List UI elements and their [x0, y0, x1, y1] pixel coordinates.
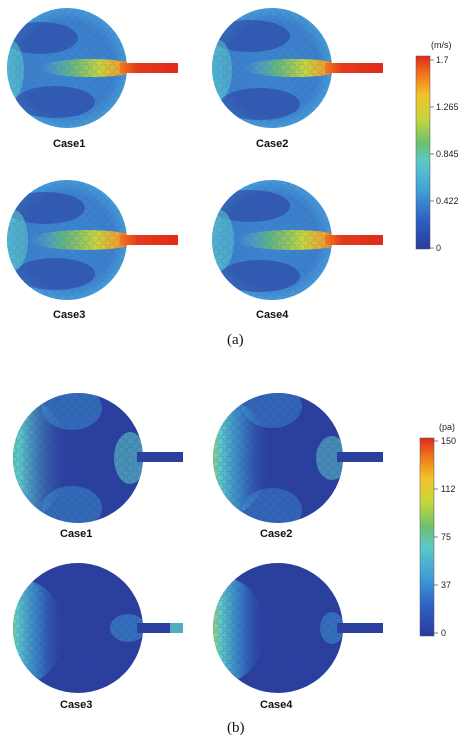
pressure-case4-label: Case4: [260, 699, 293, 711]
pressure-figure: Case1 Case2 Case3 Case4 (pa) 150 112 75 …: [13, 393, 456, 711]
velocity-tick-1.7: 1.7: [436, 55, 449, 65]
pressure-tick-150: 150: [441, 436, 456, 446]
panel-a-velocity: Case1 Case2 Case3 Case4 (m/s) 1.7 1.265 …: [0, 0, 469, 372]
panel-b-caption: (b): [227, 720, 245, 736]
velocity-case1-label: Case1: [53, 138, 85, 150]
velocity-case1-contour: [7, 8, 178, 128]
pressure-case1-label: Case1: [60, 528, 92, 540]
pressure-tick-75: 75: [441, 532, 451, 542]
velocity-case4-contour: [212, 180, 383, 300]
pressure-case1-contour: [13, 393, 183, 523]
velocity-case3-contour: [7, 180, 178, 300]
velocity-unit-label: (m/s): [431, 40, 452, 50]
velocity-case2-contour: [212, 8, 383, 128]
velocity-tick-0.422: 0.422: [436, 196, 459, 206]
pressure-unit-label: (pa): [439, 422, 455, 432]
velocity-case4-label: Case4: [256, 309, 289, 321]
pressure-tick-37: 37: [441, 580, 451, 590]
velocity-figure: Case1 Case2 Case3 Case4 (m/s) 1.7 1.265 …: [7, 8, 459, 321]
velocity-tick-1.265: 1.265: [436, 102, 459, 112]
pressure-case2-label: Case2: [260, 528, 292, 540]
velocity-tick-0: 0: [436, 243, 441, 253]
pressure-tick-0: 0: [441, 628, 446, 638]
panel-b-pressure: Case1 Case2 Case3 Case4 (pa) 150 112 75 …: [0, 374, 469, 748]
panel-a-caption: (a): [227, 332, 244, 348]
pressure-case4-contour: [213, 563, 383, 693]
pressure-tick-112: 112: [441, 484, 455, 494]
velocity-case2-label: Case2: [256, 138, 288, 150]
pressure-case3-contour: [13, 563, 183, 693]
velocity-colorbar: (m/s) 1.7 1.265 0.845 0.422 0: [415, 40, 459, 253]
velocity-tick-0.845: 0.845: [436, 149, 459, 159]
velocity-case3-label: Case3: [53, 309, 85, 321]
pressure-colorbar: (pa) 150 112 75 37 0: [419, 422, 456, 638]
pressure-case2-contour: [213, 393, 383, 523]
pressure-case3-label: Case3: [60, 699, 92, 711]
